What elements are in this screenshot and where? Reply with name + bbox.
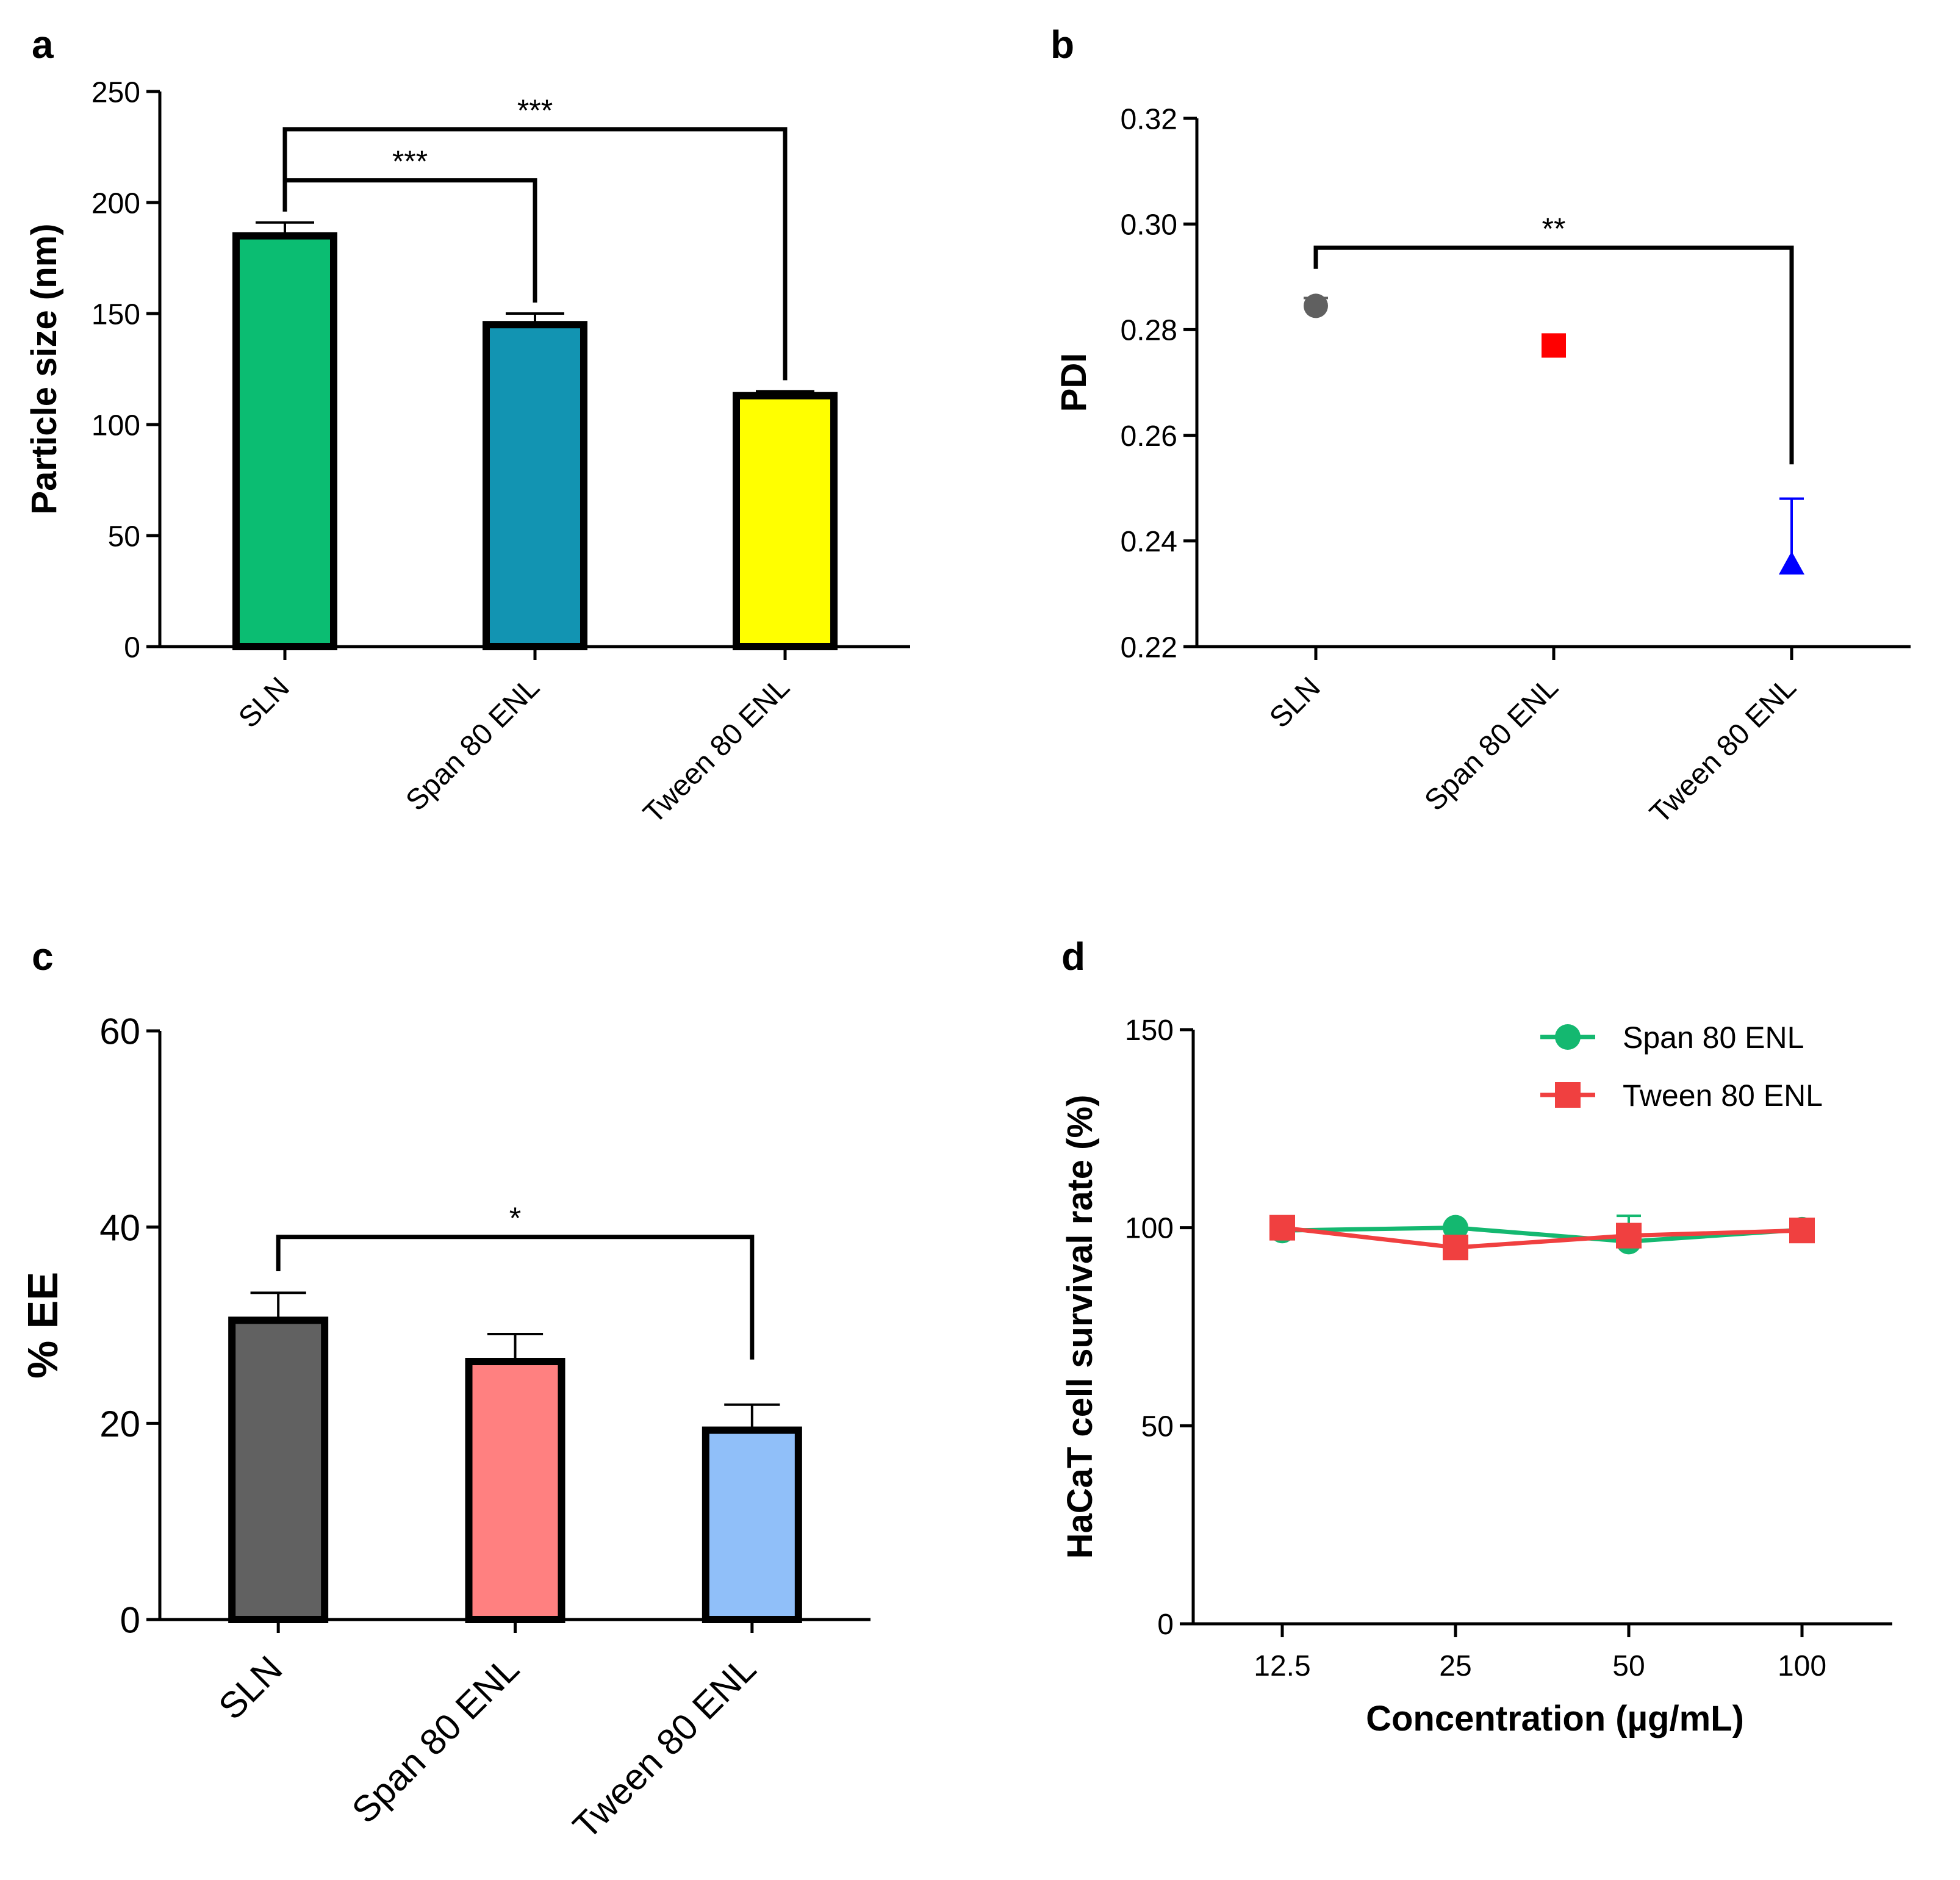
point-tween-80-enl (1779, 551, 1804, 575)
y-axis-title: Particle size (nm) (24, 223, 64, 514)
y-tick-label: 250 (92, 76, 140, 109)
chart-b-pdi: 0.22 0.24 0.26 0.28 0.30 0.32 PDI SLN Span 80 EN… (1054, 103, 1911, 830)
y-tick-label: 0.22 (1121, 631, 1177, 664)
x-tick-label: Span 80 ENL (344, 1648, 527, 1831)
panel-label-c: c (32, 935, 54, 978)
bar-tween-80-enl (733, 392, 838, 650)
significance-bracket (1313, 245, 1794, 465)
x-tick-label: Span 80 ENL (1418, 671, 1564, 817)
x-tick-label: 12.5 (1254, 1650, 1310, 1682)
series-line-span-80-enl (1282, 1225, 1803, 1244)
bar-sln (228, 1316, 329, 1623)
significance-label: ** (1542, 212, 1566, 246)
x-tick-label: 100 (1778, 1650, 1826, 1682)
significance-label: * (509, 1201, 521, 1235)
point-sln (1304, 293, 1328, 318)
x-tick-label: Tween 80 ENL (565, 1648, 764, 1847)
y-tick-label: 0.26 (1121, 420, 1177, 453)
x-tick-label: 50 (1612, 1650, 1645, 1682)
chart-d-survival: 0 50 100 150 HaCaT cell survival rate (%) 12.… (1060, 1014, 1892, 1738)
significance-label: *** (392, 145, 428, 179)
panel-label-a: a (32, 23, 54, 66)
y-tick-label: 0 (124, 631, 140, 664)
x-tick-label: SLN (1263, 671, 1327, 734)
series-line-tween-80-enl (1282, 1225, 1803, 1250)
y-tick-label: 150 (92, 298, 140, 331)
chart-c-ee: 0 20 40 60 % EE SLN Span 80 ENL Tween 80 ENL * (19, 1011, 871, 1847)
y-tick-label: 0 (1157, 1609, 1174, 1641)
bar-tween-80-enl (702, 1426, 802, 1623)
x-tick-label: Tween 80 ENL (637, 671, 796, 830)
y-tick-label: 0.28 (1121, 315, 1177, 347)
significance-label: *** (517, 93, 553, 127)
y-tick-label: 100 (92, 409, 140, 442)
y-axis-title: HaCaT cell survival rate (%) (1060, 1095, 1100, 1559)
chart-a-particle-size: 0 50 100 150 200 250 Particle size (nm) SLN Span… (24, 76, 910, 830)
y-tick-label: 100 (1125, 1213, 1174, 1245)
bar-span-80-enl (483, 321, 587, 650)
bar-span-80-enl (465, 1358, 565, 1623)
x-tick-label: Span 80 ENL (400, 671, 545, 817)
y-tick-label: 20 (99, 1404, 140, 1444)
y-axis-title: PDI (1054, 353, 1094, 412)
point-span-80-enl (1542, 333, 1566, 358)
legend-label: Tween 80 ENL (1623, 1078, 1823, 1113)
y-tick-label: 200 (92, 187, 140, 220)
x-axis-title: Concentration (µg/mL) (1366, 1699, 1744, 1738)
legend-marker (1555, 1082, 1581, 1108)
y-tick-label: 60 (99, 1011, 140, 1052)
data-point (1443, 1214, 1468, 1241)
panel-label-b: b (1050, 23, 1074, 66)
y-tick-label: 50 (1141, 1410, 1174, 1443)
x-tick-label: SLN (210, 1648, 290, 1728)
y-tick-label: 150 (1125, 1014, 1174, 1047)
x-tick-label: SLN (232, 671, 296, 734)
bar-sln (232, 232, 337, 651)
y-tick-label: 50 (108, 520, 140, 553)
significance-bracket (276, 1235, 755, 1360)
legend-label: Span 80 ENL (1623, 1021, 1804, 1055)
x-tick-label: 25 (1439, 1650, 1471, 1682)
data-point (1443, 1235, 1468, 1261)
data-point (1269, 1214, 1295, 1241)
data-point (1616, 1222, 1642, 1249)
panel-label-d: d (1061, 935, 1085, 978)
y-tick-label: 0 (120, 1600, 140, 1641)
y-tick-label: 40 (99, 1207, 140, 1248)
y-tick-label: 0.30 (1121, 209, 1177, 241)
y-tick-label: 0.32 (1121, 103, 1177, 135)
x-tick-label: Tween 80 ENL (1644, 671, 1803, 830)
y-tick-label: 0.24 (1121, 526, 1177, 558)
data-point (1789, 1218, 1815, 1244)
y-axis-title: % EE (19, 1272, 66, 1379)
legend-marker (1555, 1024, 1581, 1050)
significance-bracket (282, 127, 788, 381)
